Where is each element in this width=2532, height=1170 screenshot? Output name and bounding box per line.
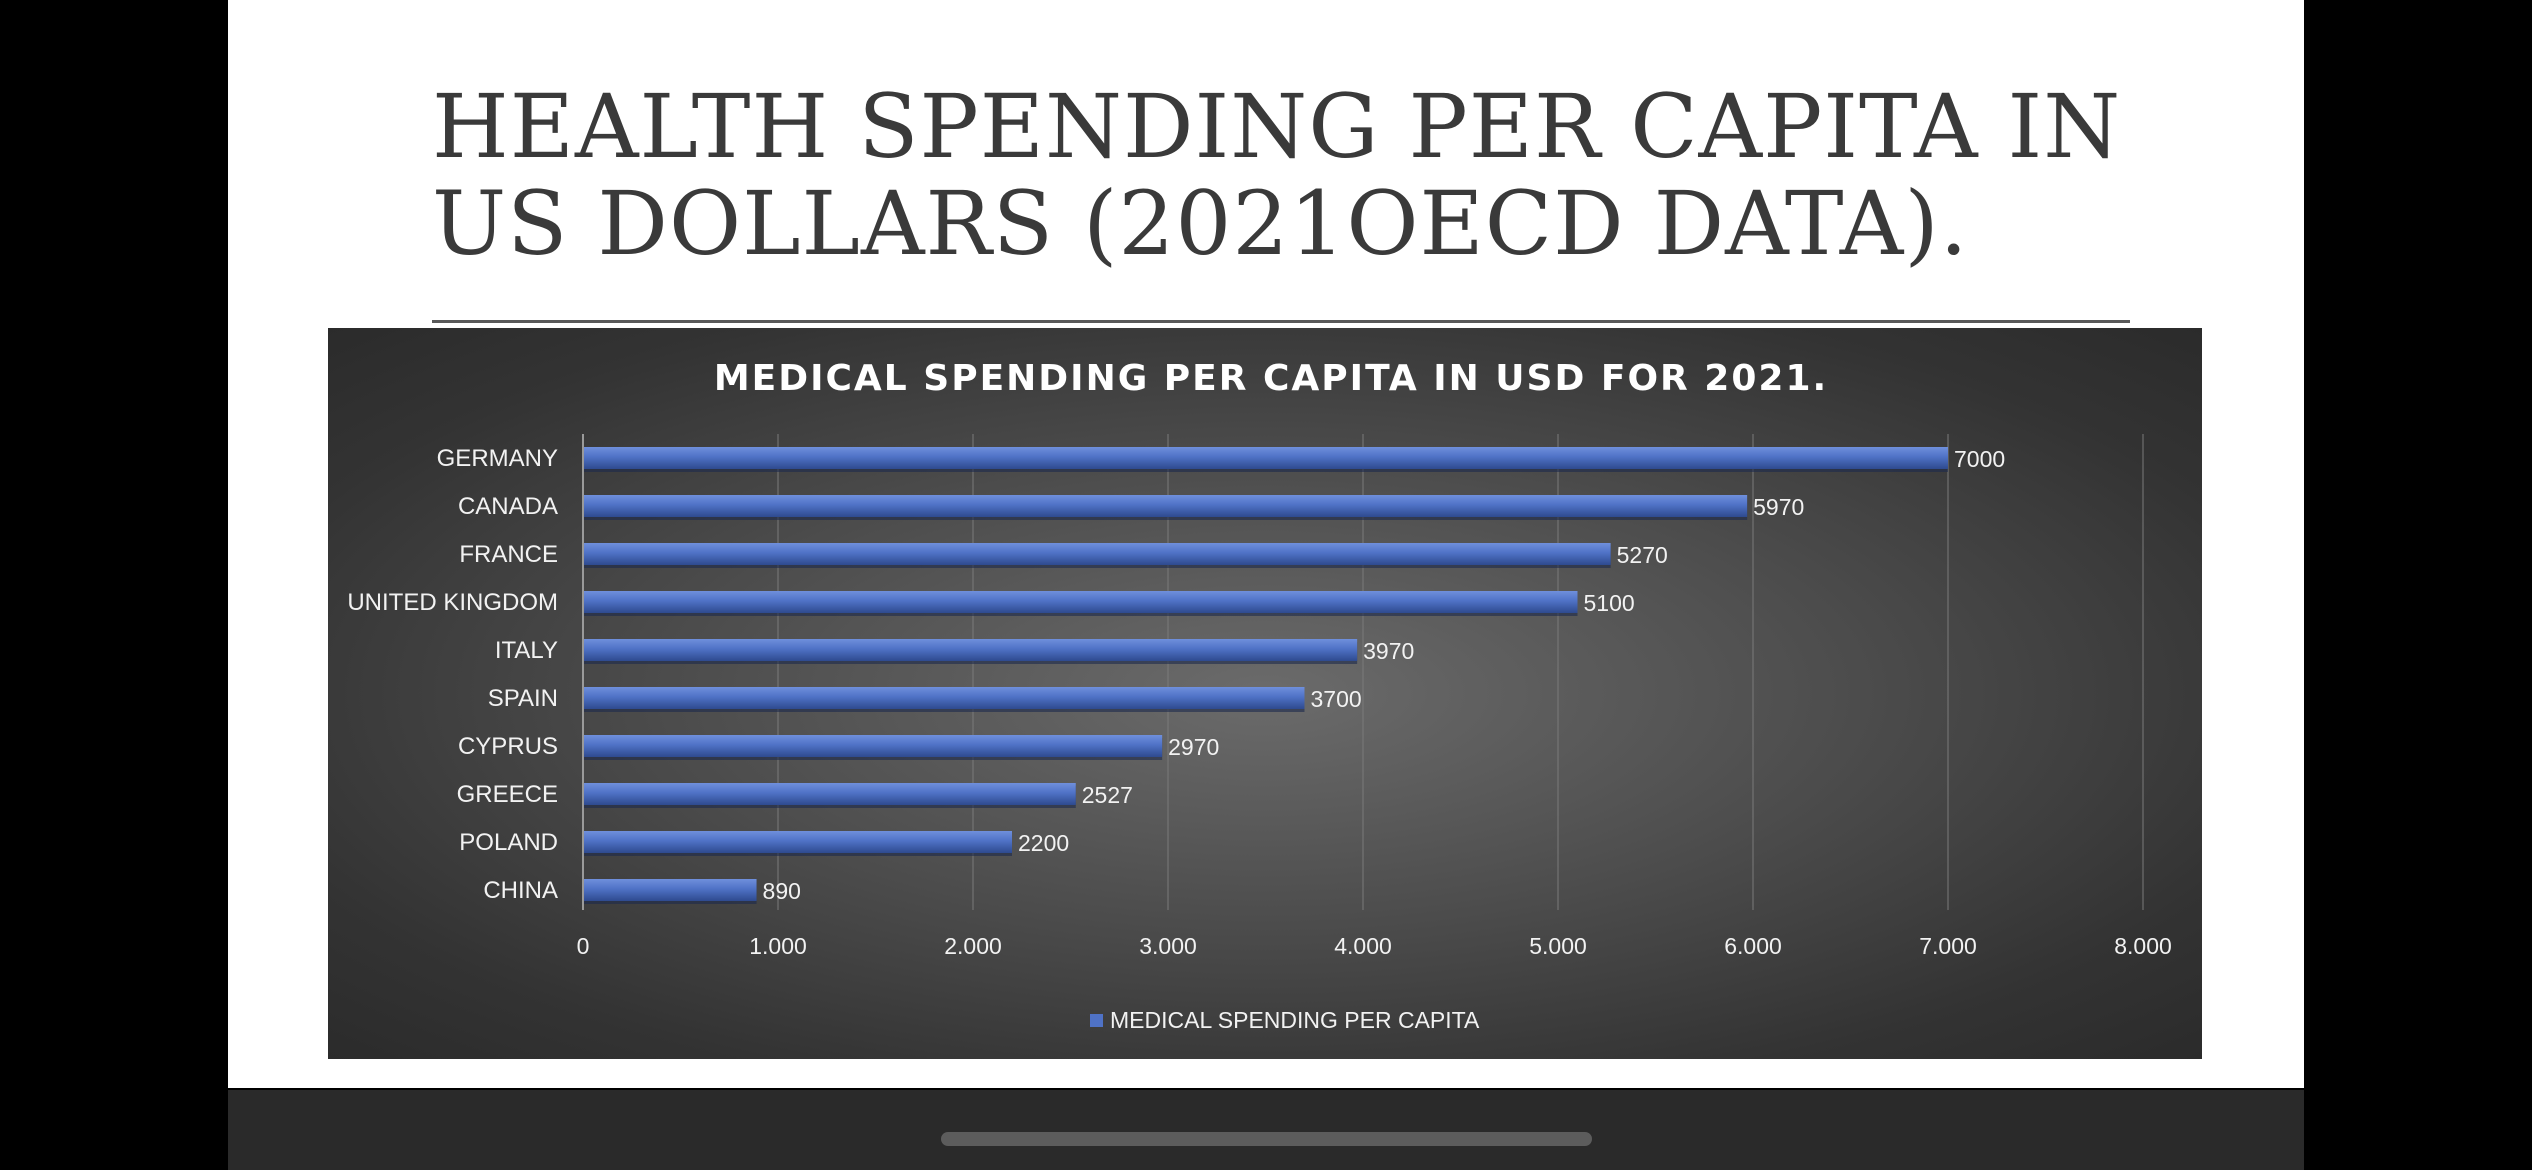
category-label: CANADA (458, 493, 558, 520)
data-label: 2527 (1082, 782, 1133, 808)
title-divider (432, 320, 2130, 323)
bottom-toolbar (228, 1090, 2304, 1170)
legend-swatch (1090, 1014, 1103, 1027)
bar-germany (584, 447, 1948, 469)
data-label: 5100 (1584, 590, 1635, 616)
bar-chart: MEDICAL SPENDING PER CAPITA IN USD FOR 2… (347, 358, 2171, 1033)
labels: 0 1.000 2.000 3.000 4.000 5.000 6.000 7.000 8.00… (347, 445, 2171, 959)
x-tick-label: 7.000 (1919, 933, 1977, 959)
chart-title: MEDICAL SPENDING PER CAPITA IN USD FOR 2… (714, 358, 1828, 399)
category-label: FRANCE (459, 541, 558, 568)
data-label: 7000 (1954, 446, 2005, 472)
data-label: 2200 (1018, 830, 1069, 856)
x-tick-label: 8.000 (2114, 933, 2172, 959)
x-tick-label: 5.000 (1529, 933, 1587, 959)
bar-italy (584, 639, 1358, 661)
bar-canada (584, 495, 1748, 517)
category-label: CYPRUS (458, 733, 558, 760)
bar-poland (584, 831, 1012, 853)
slide-title-line-2: US DOLLARS (2021OECD DATA). (432, 172, 1969, 275)
data-label: 5970 (1753, 494, 1804, 520)
category-label: GERMANY (437, 445, 558, 472)
slide-title: HEALTH SPENDING PER CAPITA IN US DOLLARS… (432, 78, 2132, 272)
bars (584, 447, 1948, 904)
bar-spain (584, 687, 1305, 709)
bar-greece (584, 783, 1076, 805)
category-label: UNITED KINGDOM (347, 589, 558, 616)
category-label: POLAND (459, 829, 558, 856)
bar-france (584, 543, 1611, 565)
x-tick-label: 1.000 (749, 933, 807, 959)
x-tick-label: 0 (577, 933, 590, 959)
bar-china (584, 879, 757, 901)
category-label: SPAIN (488, 685, 558, 712)
category-label: ITALY (495, 637, 558, 664)
slide-title-line-1: HEALTH SPENDING PER CAPITA IN (432, 75, 2122, 178)
data-label: 3970 (1363, 638, 1414, 664)
data-label: 890 (763, 878, 801, 904)
scroll-handle[interactable] (941, 1132, 1592, 1146)
x-tick-label: 4.000 (1334, 933, 1392, 959)
x-tick-label: 2.000 (944, 933, 1002, 959)
category-label: GREECE (457, 781, 558, 808)
bar-cyprus (584, 735, 1163, 757)
x-tick-label: 3.000 (1139, 933, 1197, 959)
bar-united-kingdom (584, 591, 1578, 613)
chart-panel: MEDICAL SPENDING PER CAPITA IN USD FOR 2… (328, 328, 2202, 1059)
x-tick-label: 6.000 (1724, 933, 1782, 959)
data-label: 5270 (1617, 542, 1668, 568)
category-label: CHINA (483, 877, 558, 904)
data-label: 3700 (1311, 686, 1362, 712)
data-label: 2970 (1168, 734, 1219, 760)
legend-label: MEDICAL SPENDING PER CAPITA (1110, 1007, 1480, 1033)
legend: MEDICAL SPENDING PER CAPITA (1090, 1007, 1480, 1033)
